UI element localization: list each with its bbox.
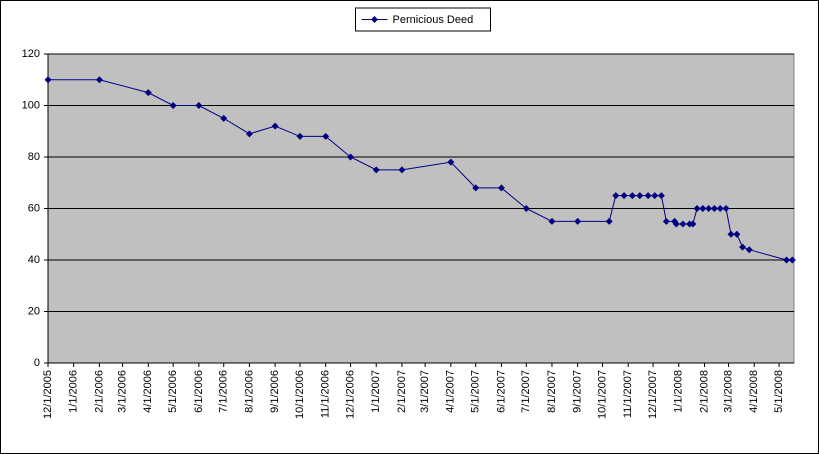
data-point xyxy=(620,192,628,200)
data-point xyxy=(296,132,304,140)
data-point xyxy=(372,166,380,174)
data-point xyxy=(672,220,680,228)
y-tick-label: 0 xyxy=(34,357,40,369)
data-point xyxy=(657,192,665,200)
x-tick-label: 5/1/2007 xyxy=(470,370,482,413)
data-point xyxy=(220,114,228,122)
y-tick-label: 120 xyxy=(22,48,40,60)
x-tick-label: 1/1/2008 xyxy=(673,370,685,413)
data-point xyxy=(628,192,636,200)
x-tick-label: 1/1/2007 xyxy=(370,370,382,413)
data-point xyxy=(169,102,177,109)
data-point xyxy=(398,166,406,174)
x-tick-label: 12/1/2006 xyxy=(344,370,356,419)
data-point xyxy=(662,217,670,225)
x-tick-label: 1/1/2006 xyxy=(68,370,80,413)
data-point xyxy=(722,205,730,212)
data-point xyxy=(727,230,735,238)
data-point xyxy=(522,205,530,212)
data-point xyxy=(644,192,652,200)
data-point xyxy=(679,220,687,228)
x-tick-label: 8/1/2007 xyxy=(546,370,558,413)
x-tick-label: 8/1/2006 xyxy=(243,370,255,413)
legend-marker xyxy=(371,16,378,23)
data-point xyxy=(651,192,659,200)
x-tick-label: 5/1/2008 xyxy=(773,370,785,413)
data-point xyxy=(733,230,741,238)
data-point xyxy=(347,153,355,161)
x-tick-label: 7/1/2006 xyxy=(218,370,230,413)
x-tick-label: 3/1/2007 xyxy=(419,370,431,413)
data-point xyxy=(783,256,791,264)
x-tick-label: 2/1/2006 xyxy=(93,370,105,413)
data-point xyxy=(144,89,152,97)
x-tick-label: 12/1/2007 xyxy=(647,370,659,419)
data-point xyxy=(710,205,718,212)
y-tick-label: 60 xyxy=(28,202,40,214)
x-tick-label: 2/1/2007 xyxy=(396,370,408,413)
x-tick-label: 10/1/2007 xyxy=(596,370,608,419)
data-point xyxy=(195,102,203,109)
data-point xyxy=(605,217,613,225)
y-tick-label: 40 xyxy=(28,254,40,266)
x-tick-label: 4/1/2006 xyxy=(142,370,154,413)
data-point xyxy=(245,130,253,138)
data-point xyxy=(548,217,556,225)
data-point xyxy=(574,217,582,225)
x-tick-label: 6/1/2006 xyxy=(193,370,205,413)
data-point xyxy=(705,205,713,212)
data-point xyxy=(716,205,724,212)
x-tick-label: 10/1/2006 xyxy=(294,370,306,419)
data-point xyxy=(44,76,52,84)
x-tick-label: 2/1/2008 xyxy=(698,370,710,413)
y-tick-label: 20 xyxy=(28,305,40,317)
data-point xyxy=(271,122,279,130)
x-tick-label: 3/1/2008 xyxy=(722,370,734,413)
x-tick-label: 4/1/2008 xyxy=(748,370,760,413)
x-tick-label: 3/1/2006 xyxy=(117,370,129,413)
data-point xyxy=(447,158,455,166)
data-point xyxy=(689,220,697,228)
x-tick-label: 4/1/2007 xyxy=(445,370,457,413)
data-point xyxy=(612,192,620,200)
data-point xyxy=(95,76,103,84)
x-tick-label: 11/1/2007 xyxy=(622,370,634,418)
data-point xyxy=(699,205,707,212)
data-point xyxy=(739,243,747,251)
x-tick-label: 7/1/2007 xyxy=(520,370,532,413)
legend-box xyxy=(355,7,491,32)
y-tick-label: 100 xyxy=(22,99,40,111)
x-tick-label: 5/1/2006 xyxy=(167,370,179,413)
x-tick-label: 9/1/2007 xyxy=(572,370,584,413)
data-point xyxy=(472,184,480,192)
data-point xyxy=(745,246,753,254)
y-tick-label: 80 xyxy=(28,151,40,163)
data-point xyxy=(497,184,505,192)
data-point xyxy=(636,192,644,200)
data-point xyxy=(322,132,330,140)
x-tick-label: 12/1/2005 xyxy=(42,370,54,419)
x-tick-label: 6/1/2007 xyxy=(495,370,507,413)
data-point xyxy=(693,205,701,212)
x-tick-label: 11/1/2006 xyxy=(320,370,332,418)
x-tick-label: 9/1/2006 xyxy=(269,370,281,413)
data-point xyxy=(788,256,796,264)
legend-label: Pernicious Deed xyxy=(393,14,474,26)
